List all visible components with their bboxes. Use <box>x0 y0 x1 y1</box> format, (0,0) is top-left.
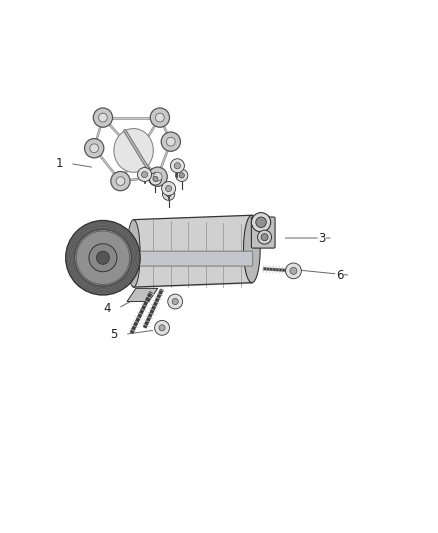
Circle shape <box>90 144 99 152</box>
Circle shape <box>162 182 176 196</box>
Circle shape <box>89 244 117 272</box>
Circle shape <box>74 229 131 286</box>
Circle shape <box>66 221 140 295</box>
Circle shape <box>256 217 266 228</box>
Circle shape <box>155 113 164 122</box>
Circle shape <box>148 167 167 187</box>
Ellipse shape <box>114 128 153 172</box>
Circle shape <box>138 167 152 182</box>
Ellipse shape <box>127 220 140 287</box>
Circle shape <box>161 132 180 151</box>
Circle shape <box>111 172 130 191</box>
Circle shape <box>155 320 170 335</box>
Circle shape <box>286 263 301 279</box>
Circle shape <box>153 176 158 182</box>
Circle shape <box>85 139 104 158</box>
Polygon shape <box>127 288 158 302</box>
Circle shape <box>153 172 162 181</box>
Text: 3: 3 <box>318 231 325 245</box>
Circle shape <box>170 159 184 173</box>
Circle shape <box>251 213 271 232</box>
Circle shape <box>149 173 162 185</box>
Circle shape <box>166 191 171 197</box>
FancyBboxPatch shape <box>251 217 275 248</box>
Text: 4: 4 <box>103 302 111 314</box>
Circle shape <box>150 108 170 127</box>
Circle shape <box>174 163 180 169</box>
Text: 2: 2 <box>73 236 81 249</box>
Circle shape <box>179 173 184 178</box>
Circle shape <box>176 169 188 182</box>
Circle shape <box>93 108 113 127</box>
Text: 1: 1 <box>55 157 63 170</box>
Circle shape <box>141 172 148 177</box>
Circle shape <box>258 230 272 244</box>
Ellipse shape <box>244 215 260 282</box>
Circle shape <box>162 188 175 200</box>
Circle shape <box>166 185 172 191</box>
Circle shape <box>96 251 110 264</box>
FancyBboxPatch shape <box>137 251 253 266</box>
Circle shape <box>290 268 297 274</box>
Circle shape <box>172 298 178 304</box>
Circle shape <box>166 138 175 146</box>
Circle shape <box>159 325 165 331</box>
Text: 5: 5 <box>110 328 117 341</box>
Circle shape <box>116 177 125 185</box>
Circle shape <box>261 233 268 241</box>
Text: 6: 6 <box>336 269 343 282</box>
Circle shape <box>168 294 183 309</box>
Circle shape <box>99 113 107 122</box>
